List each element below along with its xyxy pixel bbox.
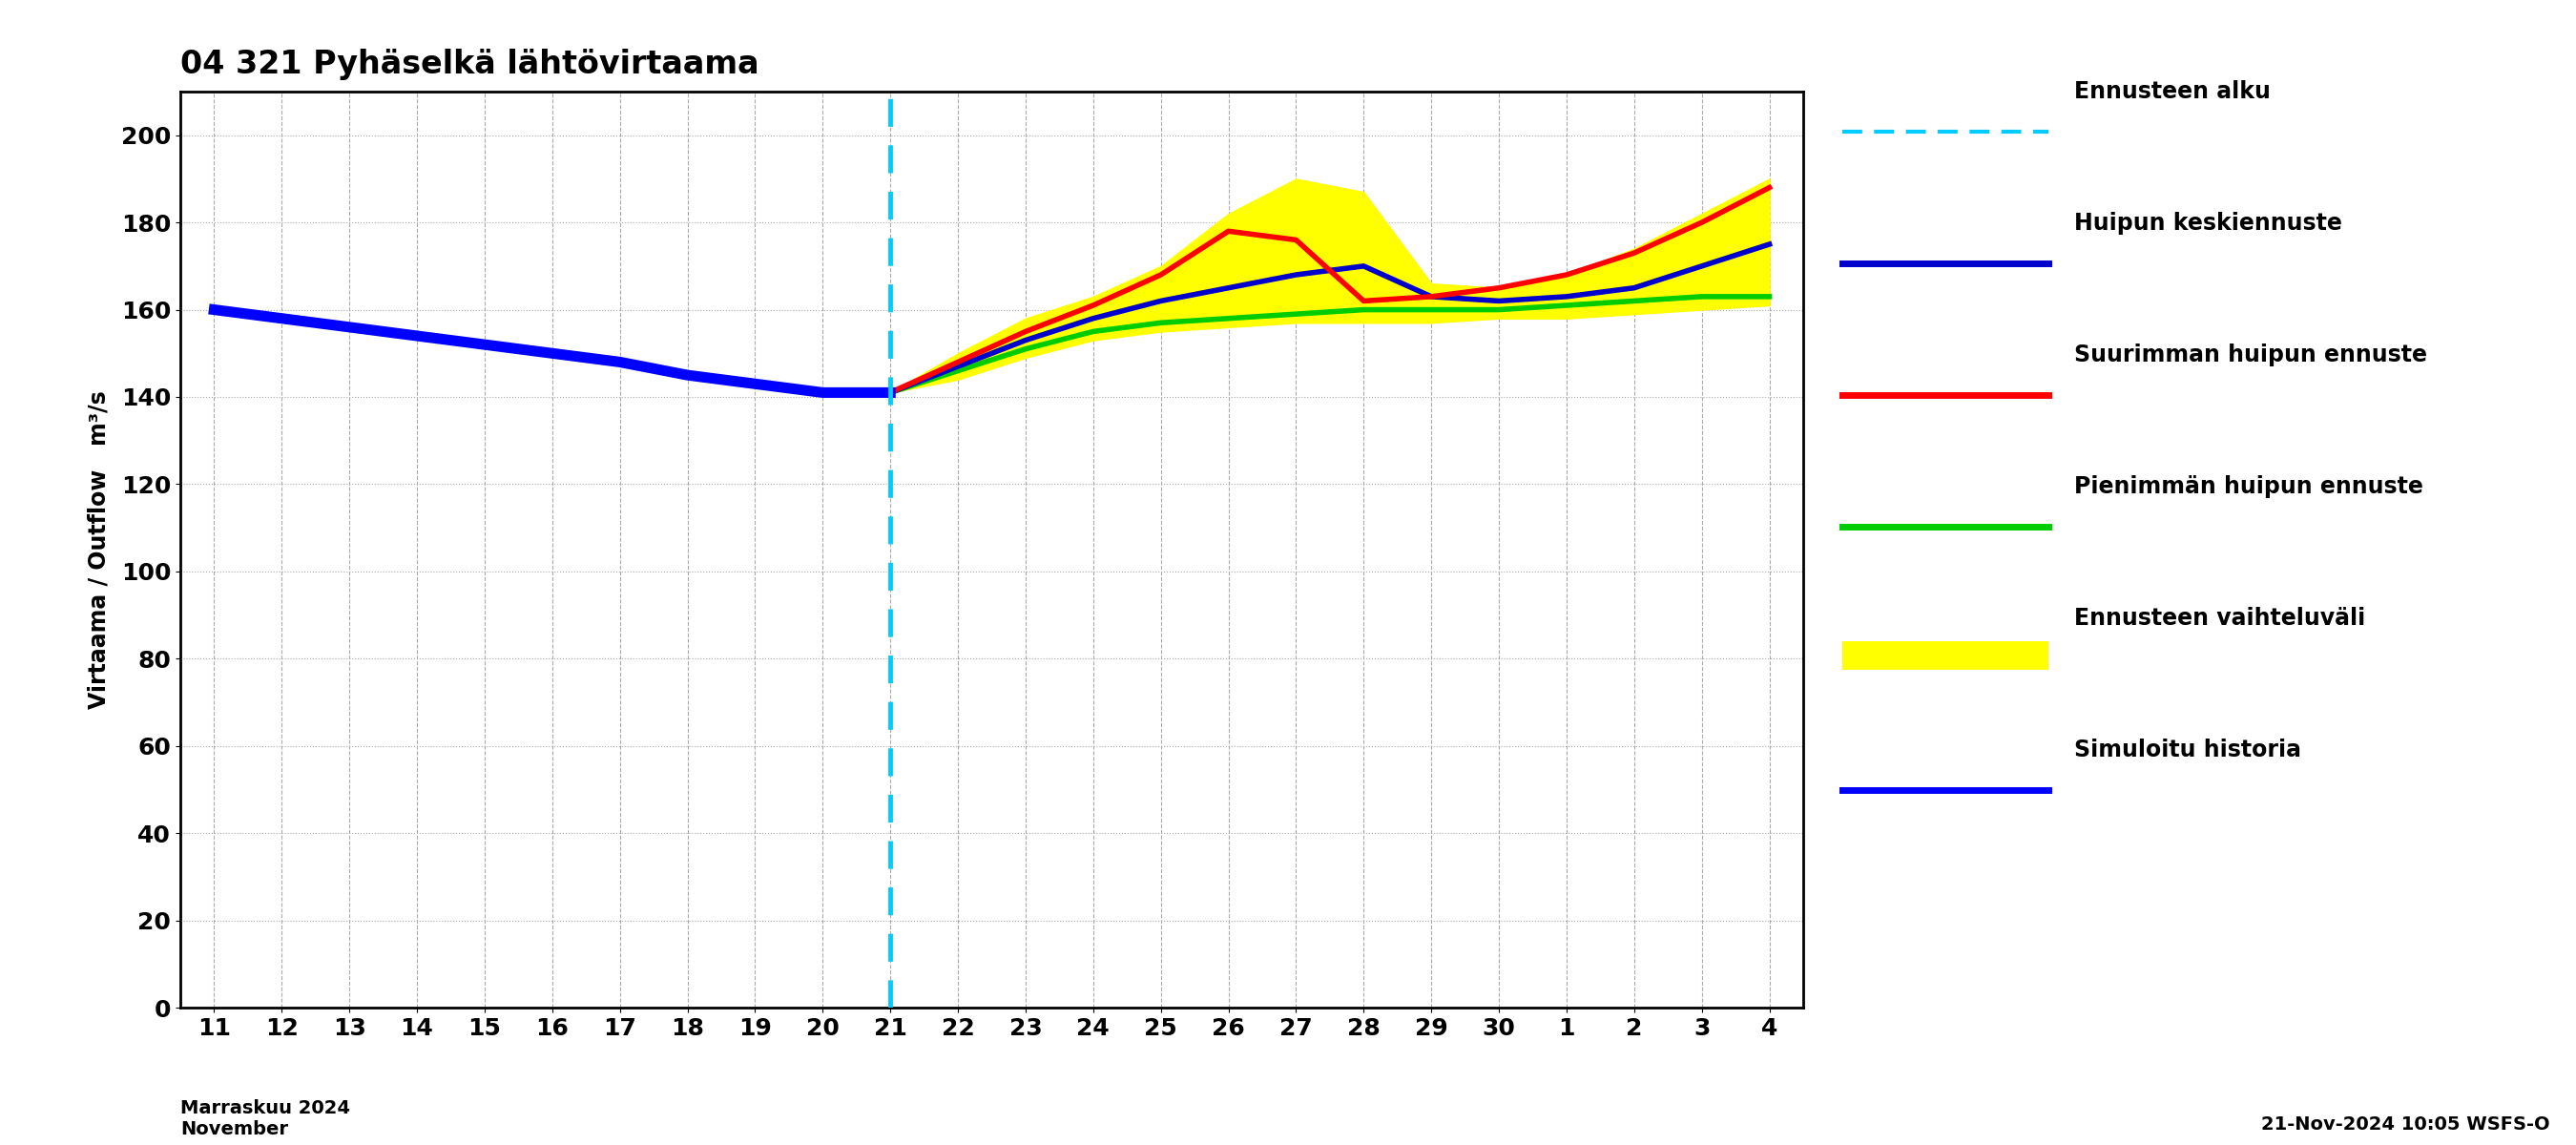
Text: 21-Nov-2024 10:05 WSFS-O: 21-Nov-2024 10:05 WSFS-O <box>2262 1115 2550 1134</box>
Text: Ennusteen vaihteluväli: Ennusteen vaihteluväli <box>2074 607 2365 630</box>
Text: Ennusteen alku: Ennusteen alku <box>2074 80 2269 103</box>
Text: Marraskuu 2024
November: Marraskuu 2024 November <box>180 1099 350 1138</box>
Text: Huipun keskiennuste: Huipun keskiennuste <box>2074 212 2342 235</box>
Y-axis label: Virtaama / Outflow   m³/s: Virtaama / Outflow m³/s <box>88 390 111 709</box>
Text: Pienimmän huipun ennuste: Pienimmän huipun ennuste <box>2074 475 2424 498</box>
Text: 04 321 Pyhäselkä lähtövirtaama: 04 321 Pyhäselkä lähtövirtaama <box>180 48 760 80</box>
Text: Suurimman huipun ennuste: Suurimman huipun ennuste <box>2074 344 2427 366</box>
Text: Simuloitu historia: Simuloitu historia <box>2074 739 2300 761</box>
